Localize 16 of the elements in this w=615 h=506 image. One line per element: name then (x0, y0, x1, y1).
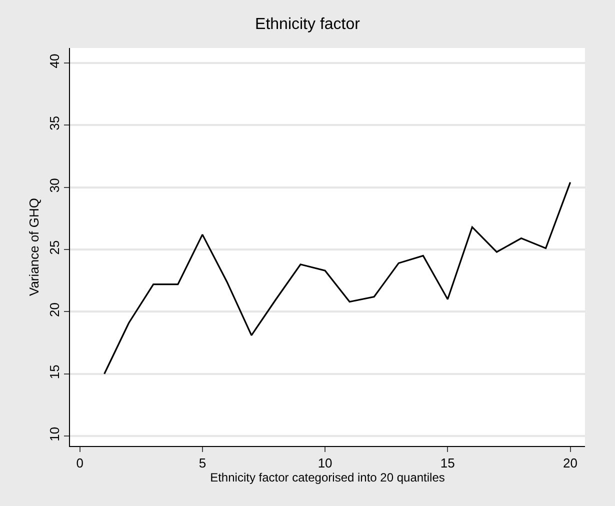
y-tick-label: 35 (46, 116, 62, 130)
chart-title: Ethnicity factor (255, 16, 361, 33)
x-tick-label: 10 (318, 456, 332, 471)
y-tick-label: 40 (46, 54, 62, 68)
y-tick-label: 20 (46, 302, 62, 317)
x-tick-label: 0 (76, 456, 84, 471)
line-series (104, 182, 572, 375)
y-axis-title: Variance of GHQ (26, 198, 42, 296)
y-tick-label: 25 (46, 240, 62, 255)
x-tick-label: 15 (440, 456, 455, 471)
x-tick-label: 5 (198, 456, 206, 471)
x-axis-title: Ethnicity factor categorised into 20 quantiles (210, 470, 445, 485)
y-tick-label: 30 (46, 178, 62, 193)
x-tick-label: 20 (563, 456, 578, 471)
y-tick-label: 15 (46, 364, 62, 380)
y-tick-label: 10 (46, 426, 62, 442)
